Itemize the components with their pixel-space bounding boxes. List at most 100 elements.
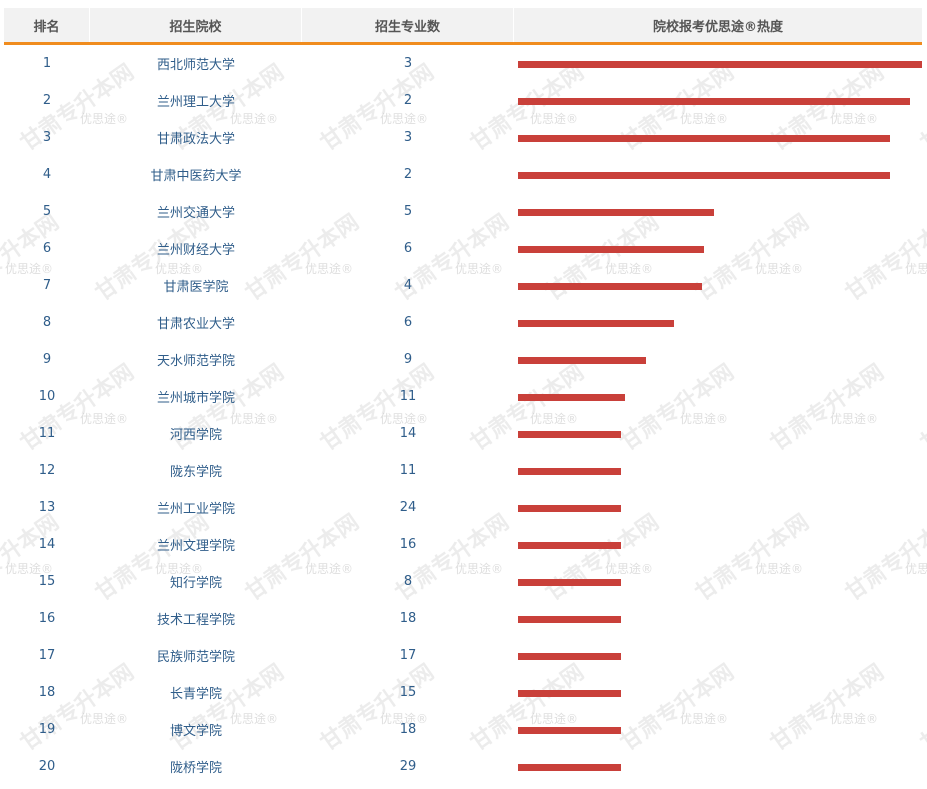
table-row: 17 民族师范学院 17 bbox=[4, 637, 922, 674]
heat-cell bbox=[514, 674, 922, 711]
header-majors[interactable]: 招生专业数 bbox=[302, 8, 514, 42]
school-cell[interactable]: 知行学院 bbox=[169, 576, 222, 591]
rank-cell: 1 bbox=[42, 56, 52, 71]
rank-cell: 14 bbox=[38, 537, 56, 552]
heat-bar bbox=[518, 578, 622, 586]
table-row: 9 天水师范学院 9 bbox=[4, 341, 922, 378]
school-cell[interactable]: 陇东学院 bbox=[169, 465, 222, 480]
heat-cell bbox=[514, 230, 922, 267]
school-cell[interactable]: 兰州文理学院 bbox=[156, 539, 235, 554]
majors-cell: 11 bbox=[399, 463, 417, 478]
school-cell[interactable]: 技术工程学院 bbox=[156, 613, 235, 628]
rank-cell: 17 bbox=[38, 648, 56, 663]
table-row: 10 兰州城市学院 11 bbox=[4, 378, 922, 415]
table-row: 12 陇东学院 11 bbox=[4, 452, 922, 489]
rank-cell: 6 bbox=[42, 241, 52, 256]
school-cell[interactable]: 博文学院 bbox=[169, 724, 222, 739]
school-cell[interactable]: 兰州城市学院 bbox=[156, 391, 235, 406]
majors-cell: 2 bbox=[403, 93, 413, 108]
heat-bar-track bbox=[518, 193, 922, 230]
majors-cell: 3 bbox=[403, 130, 413, 145]
school-cell[interactable]: 甘肃中医药大学 bbox=[150, 169, 242, 184]
heat-bar-track bbox=[518, 748, 922, 785]
table-row: 5 兰州交通大学 5 bbox=[4, 193, 922, 230]
table-row: 7 甘肃医学院 4 bbox=[4, 267, 922, 304]
majors-cell: 18 bbox=[399, 722, 417, 737]
school-cell[interactable]: 陇桥学院 bbox=[169, 761, 222, 776]
heat-bar-track bbox=[518, 526, 922, 563]
table-row: 18 长青学院 15 bbox=[4, 674, 922, 711]
header-heat[interactable]: 院校报考优思途®热度 bbox=[652, 19, 783, 35]
heat-bar bbox=[518, 615, 622, 623]
heat-cell bbox=[514, 748, 922, 785]
heat-bar-track bbox=[518, 304, 922, 341]
rank-cell: 18 bbox=[38, 685, 56, 700]
heat-bar-track bbox=[518, 156, 922, 193]
school-cell[interactable]: 兰州交通大学 bbox=[156, 206, 235, 221]
heat-bar-track bbox=[518, 378, 922, 415]
heat-cell bbox=[514, 193, 922, 230]
heat-bar bbox=[518, 689, 622, 697]
heat-bar-track bbox=[518, 45, 922, 82]
rank-cell: 3 bbox=[42, 130, 52, 145]
heat-bar bbox=[518, 356, 647, 364]
school-cell[interactable]: 甘肃农业大学 bbox=[156, 317, 235, 332]
school-cell[interactable]: 西北师范大学 bbox=[156, 58, 235, 73]
header-school[interactable]: 招生院校 bbox=[90, 8, 302, 42]
table-row: 1 西北师范大学 3 bbox=[4, 45, 922, 82]
table-body: 1 西北师范大学 3 2 兰州理工大学 2 3 甘肃政法大学 3 4 甘肃中医药大学 2 5 兰州交通大学… bbox=[4, 45, 922, 785]
majors-cell: 11 bbox=[399, 389, 417, 404]
heat-bar-track bbox=[518, 674, 922, 711]
header-rank[interactable]: 排名 bbox=[4, 8, 90, 42]
heat-bar-track bbox=[518, 230, 922, 267]
table-row: 8 甘肃农业大学 6 bbox=[4, 304, 922, 341]
ranking-table: 排名 招生院校 招生专业数 院校报考优思途®热度 1 西北师范大学 3 2 兰州理工大学… bbox=[4, 8, 922, 785]
rank-cell: 19 bbox=[38, 722, 56, 737]
heat-cell bbox=[514, 489, 922, 526]
heat-cell bbox=[514, 452, 922, 489]
school-cell[interactable]: 天水师范学院 bbox=[156, 354, 235, 369]
rank-cell: 13 bbox=[38, 500, 56, 515]
table-row: 20 陇桥学院 29 bbox=[4, 748, 922, 785]
school-cell[interactable]: 民族师范学院 bbox=[156, 650, 235, 665]
heat-bar-track bbox=[518, 637, 922, 674]
heat-bar-track bbox=[518, 415, 922, 452]
school-cell[interactable]: 甘肃政法大学 bbox=[156, 132, 235, 147]
school-cell[interactable]: 兰州理工大学 bbox=[156, 95, 235, 110]
heat-cell bbox=[514, 304, 922, 341]
heat-bar-track bbox=[518, 119, 922, 156]
heat-bar bbox=[518, 504, 622, 512]
heat-cell bbox=[514, 341, 922, 378]
majors-cell: 24 bbox=[399, 500, 417, 515]
table-row: 13 兰州工业学院 24 bbox=[4, 489, 922, 526]
school-cell[interactable]: 长青学院 bbox=[169, 687, 222, 702]
table-row: 19 博文学院 18 bbox=[4, 711, 922, 748]
majors-cell: 2 bbox=[403, 167, 413, 182]
heat-bar-track bbox=[518, 341, 922, 378]
rank-cell: 5 bbox=[42, 204, 52, 219]
rank-cell: 20 bbox=[38, 759, 56, 774]
heat-bar bbox=[518, 208, 714, 216]
rank-cell: 16 bbox=[38, 611, 56, 626]
rank-cell: 12 bbox=[38, 463, 56, 478]
heat-bar bbox=[518, 467, 622, 475]
heat-bar bbox=[518, 763, 622, 771]
school-cell[interactable]: 兰州财经大学 bbox=[156, 243, 235, 258]
majors-cell: 14 bbox=[399, 426, 417, 441]
table-row: 15 知行学院 8 bbox=[4, 563, 922, 600]
school-cell[interactable]: 兰州工业学院 bbox=[156, 502, 235, 517]
school-cell[interactable]: 河西学院 bbox=[169, 428, 222, 443]
heat-bar bbox=[518, 134, 890, 142]
rank-cell: 7 bbox=[42, 278, 52, 293]
heat-cell bbox=[514, 637, 922, 674]
heat-cell bbox=[514, 378, 922, 415]
majors-cell: 4 bbox=[403, 278, 413, 293]
table-row: 2 兰州理工大学 2 bbox=[4, 82, 922, 119]
heat-cell bbox=[514, 45, 922, 82]
table-row: 3 甘肃政法大学 3 bbox=[4, 119, 922, 156]
majors-cell: 5 bbox=[403, 204, 413, 219]
majors-cell: 17 bbox=[399, 648, 417, 663]
table-row: 4 甘肃中医药大学 2 bbox=[4, 156, 922, 193]
rank-cell: 10 bbox=[38, 389, 56, 404]
school-cell[interactable]: 甘肃医学院 bbox=[163, 280, 229, 295]
